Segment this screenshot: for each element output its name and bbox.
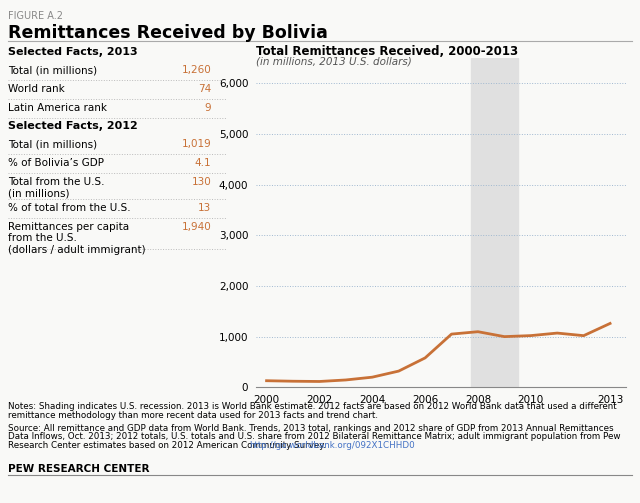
- Text: % of total from the U.S.: % of total from the U.S.: [8, 203, 131, 213]
- Text: Notes: Shading indicates U.S. recession. 2013 is World Bank estimate. 2012 facts: Notes: Shading indicates U.S. recession.…: [8, 402, 616, 411]
- Text: World rank: World rank: [8, 84, 65, 94]
- Text: Selected Facts, 2012: Selected Facts, 2012: [8, 121, 138, 131]
- Text: 1,260: 1,260: [182, 65, 211, 75]
- Text: PEW RESEARCH CENTER: PEW RESEARCH CENTER: [8, 464, 149, 474]
- Text: Total from the U.S.
(in millions): Total from the U.S. (in millions): [8, 177, 104, 198]
- Text: Data Inflows, Oct. 2013; 2012 totals, U.S. totals and U.S. share from 2012 Bilat: Data Inflows, Oct. 2013; 2012 totals, U.…: [8, 432, 620, 441]
- Text: 13: 13: [198, 203, 211, 213]
- Text: Source: All remittance and GDP data from World Bank. Trends, 2013 total, ranking: Source: All remittance and GDP data from…: [8, 424, 613, 433]
- Text: remittance methodology than more recent data used for 2013 facts and trend chart: remittance methodology than more recent …: [8, 411, 378, 420]
- Text: Selected Facts, 2013: Selected Facts, 2013: [8, 47, 138, 57]
- Bar: [471, 58, 518, 387]
- Text: 9: 9: [205, 103, 211, 113]
- Text: 130: 130: [191, 177, 211, 187]
- Text: Total (in millions): Total (in millions): [8, 139, 97, 149]
- Text: FIGURE A.2: FIGURE A.2: [8, 11, 63, 21]
- Text: % of Bolivia’s GDP: % of Bolivia’s GDP: [8, 158, 104, 168]
- Text: Total Remittances Received, 2000-2013: Total Remittances Received, 2000-2013: [256, 45, 518, 58]
- Text: 1,940: 1,940: [182, 222, 211, 232]
- Text: Research Center estimates based on 2012 American Community Survey.: Research Center estimates based on 2012 …: [8, 441, 331, 450]
- Text: Total (in millions): Total (in millions): [8, 65, 97, 75]
- Text: 4.1: 4.1: [195, 158, 211, 168]
- Text: http://go.worldbank.org/092X1CHHD0: http://go.worldbank.org/092X1CHHD0: [250, 441, 415, 450]
- Text: 1,019: 1,019: [182, 139, 211, 149]
- Text: Latin America rank: Latin America rank: [8, 103, 107, 113]
- Text: Remittances per capita
from the U.S.
(dollars / adult immigrant): Remittances per capita from the U.S. (do…: [8, 222, 145, 255]
- Text: (in millions, 2013 U.S. dollars): (in millions, 2013 U.S. dollars): [256, 56, 412, 66]
- Text: Remittances Received by Bolivia: Remittances Received by Bolivia: [8, 24, 328, 42]
- Text: 74: 74: [198, 84, 211, 94]
